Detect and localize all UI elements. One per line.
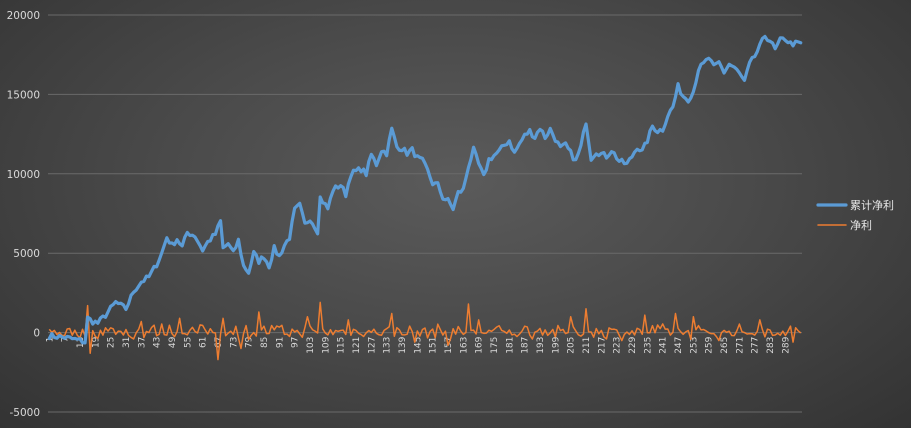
x-tick-label: 235 [643, 337, 653, 354]
x-tick-label: 283 [766, 337, 776, 354]
series-cumulative-net-profit-line [47, 34, 803, 345]
x-tick-label: 277 [751, 337, 761, 354]
series-lines [47, 34, 803, 361]
x-tick-label: 55 [183, 337, 193, 348]
x-tick-label: 61 [199, 337, 209, 348]
x-tick-label: 199 [551, 336, 561, 353]
x-tick-label: 163 [459, 337, 469, 354]
x-tick-label: 217 [597, 337, 607, 354]
x-tick-label: 139 [398, 336, 408, 353]
x-tick-label: 127 [367, 337, 377, 354]
y-tick-label: -5000 [9, 407, 40, 419]
x-tick-label: 211 [582, 337, 592, 354]
x-tick-label: 43 [153, 337, 163, 348]
x-tick-label: 265 [720, 337, 730, 354]
x-tick-label: 79 [245, 336, 255, 348]
gridlines [48, 14, 802, 413]
x-tick-label: 157 [444, 337, 454, 354]
x-tick-label: 145 [413, 337, 423, 354]
y-tick-label: 5000 [13, 248, 40, 260]
x-tick-label: 193 [536, 337, 546, 354]
series-net-profit-line [48, 301, 802, 361]
x-tick-label: 97 [291, 337, 301, 348]
x-tick-label: 133 [383, 337, 393, 354]
y-tick-label: 15000 [7, 89, 40, 101]
x-tick-label: 49 [168, 336, 178, 348]
x-tick-label: 259 [705, 336, 715, 353]
x-tick-label: 103 [306, 337, 316, 354]
x-tick-label: 73 [229, 337, 239, 348]
y-tick-label: 10000 [7, 169, 40, 181]
x-tick-label: 187 [521, 337, 531, 354]
x-tick-label: 241 [659, 337, 669, 354]
x-tick-label: 115 [337, 337, 347, 354]
x-tick-label: 271 [735, 337, 745, 354]
x-tick-label: 151 [429, 337, 439, 354]
x-tick-label: 223 [613, 337, 623, 354]
y-tick-label: 0 [33, 328, 40, 340]
x-tick-label: 247 [674, 337, 684, 354]
x-tick-label: 169 [475, 336, 485, 353]
x-tick-label: 229 [628, 336, 638, 353]
y-axis: -5000 0 5000 10000 15000 20000 [7, 10, 40, 419]
x-tick-label: 85 [260, 337, 270, 348]
x-tick-label: 121 [352, 337, 362, 354]
x-tick-label: 109 [321, 336, 331, 353]
x-tick-label: 181 [505, 337, 515, 354]
legend-label: 净利 [850, 218, 872, 232]
x-tick-label: 205 [567, 337, 577, 354]
x-tick-label: 289 [781, 336, 791, 353]
x-tick-label: 19 [91, 336, 101, 348]
y-tick-label: 20000 [7, 10, 40, 22]
legend-label: 累计净利 [850, 198, 894, 212]
x-axis: 1 7 13 19 25 31 37 43 49 55 61 67 73 79 85 91 97 103 109 11… [45, 336, 791, 353]
x-tick-label: 91 [275, 337, 285, 348]
x-tick-label: 31 [122, 337, 132, 348]
x-tick-label: 253 [689, 337, 699, 354]
x-tick-label: 25 [107, 337, 117, 348]
x-tick-label: 37 [137, 337, 147, 348]
x-tick-label: 175 [490, 337, 500, 354]
